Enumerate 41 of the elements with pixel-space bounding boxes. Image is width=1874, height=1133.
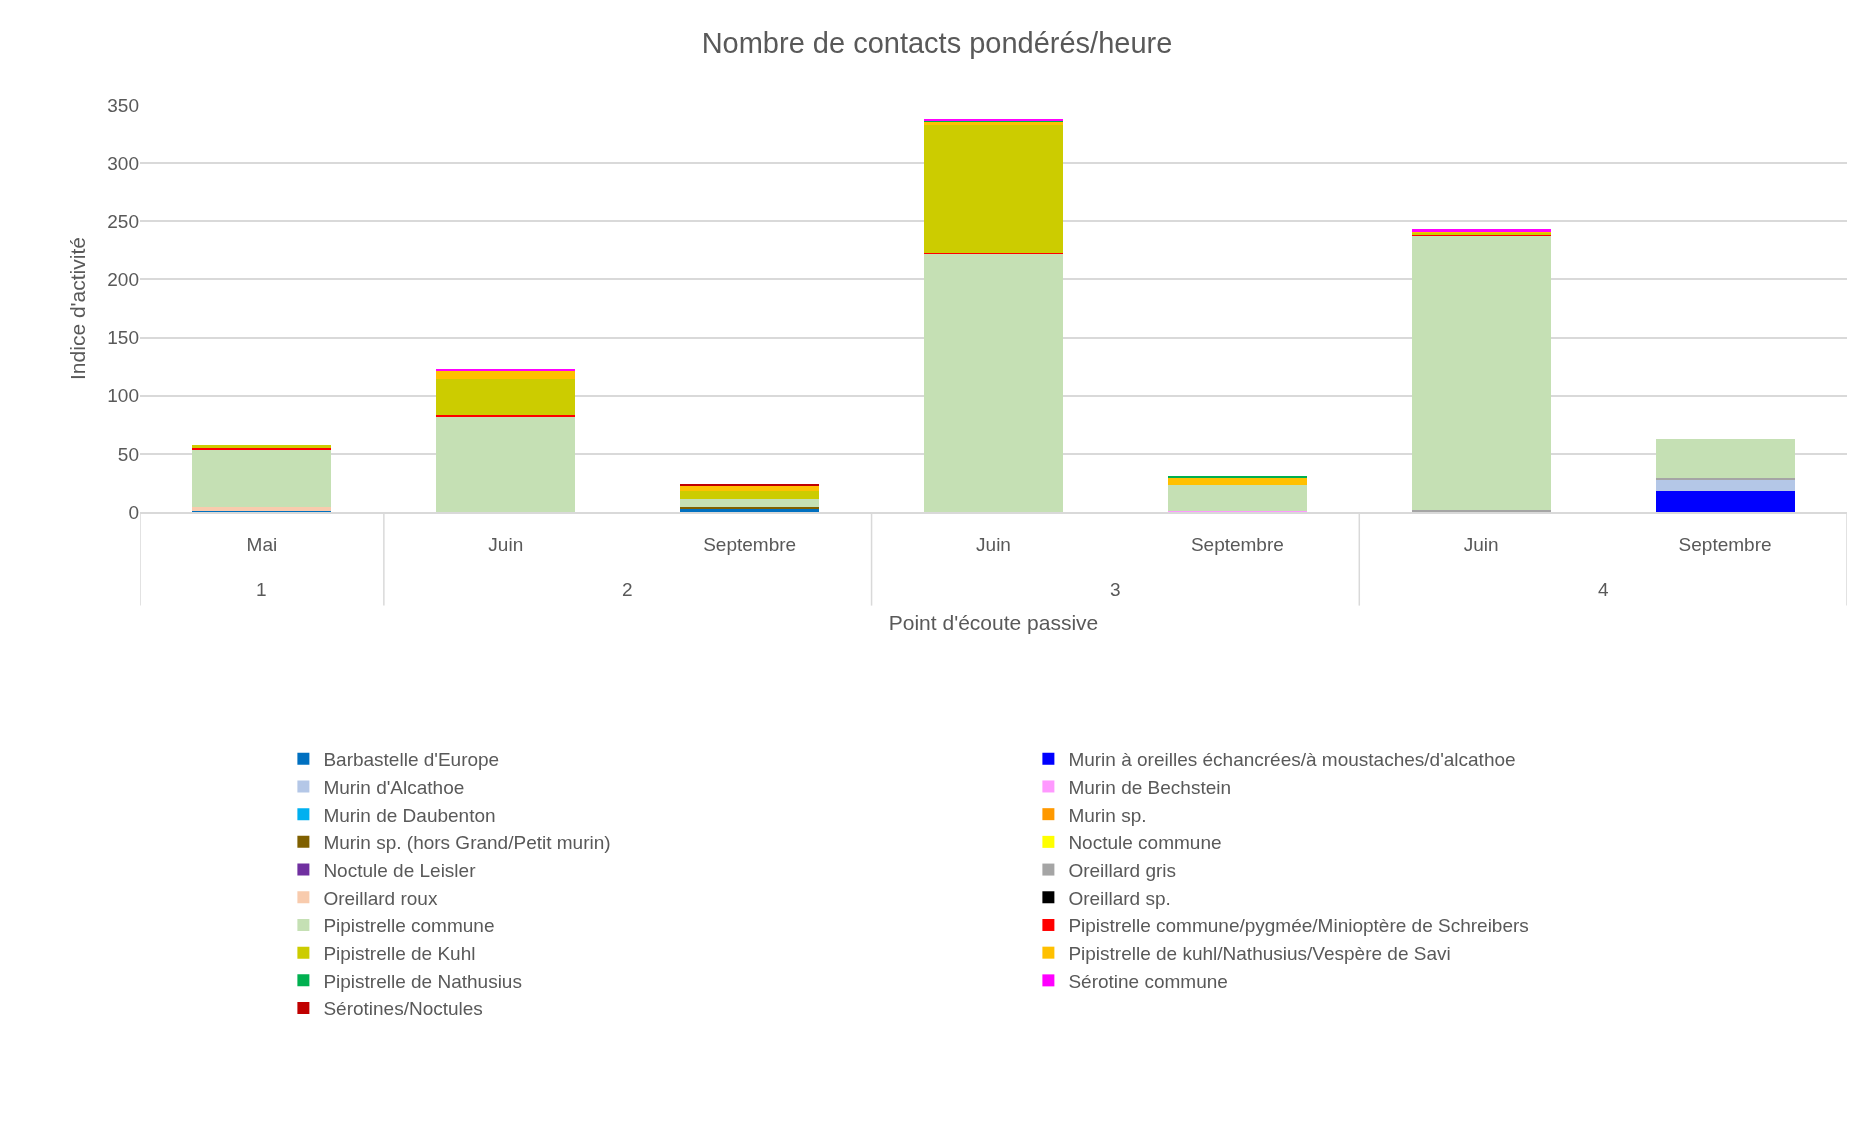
category-label: 2 — [622, 579, 633, 600]
category-label: 4 — [1598, 579, 1609, 600]
category-label: Juin — [488, 533, 524, 555]
legend-label: Murin à oreilles échancrées/à moustaches/d'alcathoe — [1068, 749, 1516, 771]
legend-label: Oreillard sp. — [1068, 887, 1171, 909]
y-tick-label: 100 — [107, 385, 139, 407]
y-tick-label: 50 — [117, 443, 139, 465]
category-label: Septembre — [1678, 533, 1772, 555]
legend-label: Barbastelle d'Europe — [323, 749, 500, 771]
y-tick-label: 200 — [107, 269, 139, 291]
chart-title: Nombre de contacts pondérés/heure — [701, 27, 1173, 60]
legend-label: Noctule de Leisler — [323, 859, 477, 881]
legend-label: Murin sp. (hors Grand/Petit murin) — [323, 832, 611, 854]
y-tick-label: 150 — [107, 327, 139, 349]
category-label: Juin — [1463, 533, 1499, 555]
y-tick-label: 250 — [107, 210, 139, 232]
y-tick-label: 300 — [107, 152, 139, 174]
y-tick-label: 350 — [107, 94, 139, 116]
legend-label: Murin de Daubenton — [323, 804, 496, 826]
legend-label: Pipistrelle commune — [323, 915, 495, 937]
legend-label: Pipistrelle commune/pygmée/Minioptère de Schreibers — [1068, 915, 1529, 937]
legend-label: Murin sp. — [1068, 804, 1147, 826]
x-axis-title: Point d'écoute passive — [888, 611, 1099, 635]
legend-label: Pipistrelle de kuhl/Nathusius/Vespère de Savi — [1068, 943, 1451, 965]
legend-label: Pipistrelle de Kuhl — [323, 943, 476, 965]
category-label: Septembre — [703, 533, 797, 555]
y-tick-label: 0 — [128, 501, 139, 523]
legend-label: Oreillard roux — [323, 887, 438, 909]
legend-label: Pipistrelle de Nathusius — [323, 970, 522, 992]
legend-label: Sérotine commune — [1068, 970, 1228, 992]
legend-label: Murin de Bechstein — [1068, 776, 1232, 798]
legend-label: Oreillard gris — [1068, 859, 1177, 881]
legend-label: Noctule commune — [1068, 832, 1222, 854]
legend-label: Murin d'Alcathoe — [323, 776, 465, 798]
category-label: 3 — [1110, 579, 1121, 600]
category-label: Juin — [976, 533, 1011, 555]
category-label: Mai — [246, 533, 278, 555]
legend-label: Sérotines/Noctules — [323, 998, 483, 1020]
y-axis-title: Indice d'activité — [66, 237, 90, 380]
category-label: Septembre — [1190, 533, 1284, 555]
category-label: 1 — [256, 579, 267, 600]
